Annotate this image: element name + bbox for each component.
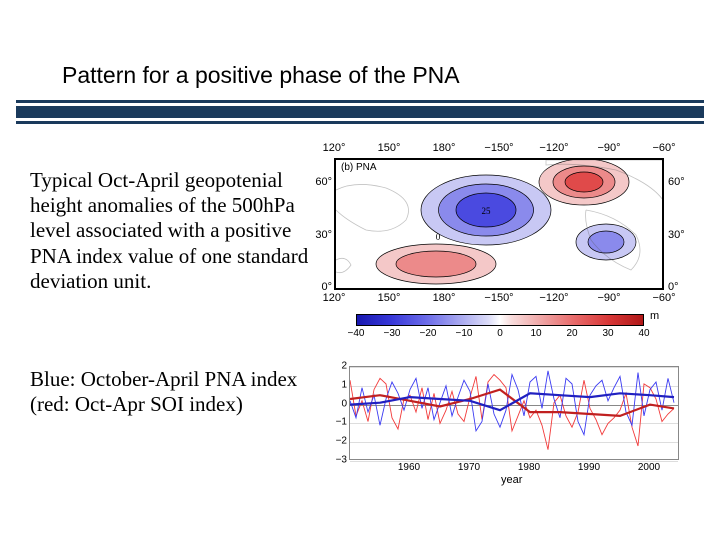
timeseries-panel (349, 366, 679, 460)
legend-paragraph: Blue: October-April PNA index (red: Oct-… (30, 367, 350, 417)
ts-ytick: −2 (331, 436, 347, 447)
colorbar (356, 314, 644, 326)
map-panel-label: (b) PNA (339, 162, 379, 173)
ts-xtick: 1990 (578, 462, 600, 473)
description-paragraph: Typical Oct-April geopotenial height ano… (30, 168, 310, 294)
map-coastlines (336, 160, 664, 290)
map-lat-tick: 30° (668, 229, 685, 241)
ts-xtick: 1960 (398, 462, 420, 473)
map-lon-tick: −90° (597, 292, 620, 304)
ts-xtick: 2000 (638, 462, 660, 473)
map-lon-tick: 180° (433, 142, 456, 154)
colorbar-tick: 20 (566, 328, 577, 339)
ts-xtick: 1970 (458, 462, 480, 473)
colorbar-tick: 0 (497, 328, 503, 339)
colorbar-tick: −20 (420, 328, 437, 339)
ts-ytick: −3 (331, 455, 347, 466)
map-lon-tick: 180° (433, 292, 456, 304)
map-lon-tick: −90° (597, 142, 620, 154)
colorbar-tick: −40 (348, 328, 365, 339)
colorbar-tick: 30 (602, 328, 613, 339)
map-lon-tick: 150° (378, 142, 401, 154)
map-lon-tick: 150° (378, 292, 401, 304)
title-rule-mid (16, 106, 704, 118)
timeseries-lines (350, 367, 680, 461)
ts-ytick: 0 (331, 398, 347, 409)
map-lat-tick: 30° (310, 229, 332, 241)
map-lon-tick: −60° (652, 292, 675, 304)
map-lon-tick: 120° (323, 142, 346, 154)
colorbar-unit: m (650, 310, 659, 322)
map-figure: 120° 150° 180° −150° −120° −90° −60° 120° 150° 1… (310, 140, 690, 360)
ts-ytick: 2 (331, 361, 347, 372)
map-lat-tick: 0° (668, 281, 679, 293)
ts-ytick: −1 (331, 417, 347, 428)
map-lon-tick: 120° (323, 292, 346, 304)
colorbar-tick: −10 (456, 328, 473, 339)
map-lon-tick: −60° (652, 142, 675, 154)
map-lat-tick: 0° (310, 281, 332, 293)
slide-title: Pattern for a positive phase of the PNA (62, 62, 460, 89)
colorbar-tick: −30 (384, 328, 401, 339)
map-lon-tick: −150° (484, 142, 513, 154)
map-lat-tick: 60° (310, 176, 332, 188)
map-lon-tick: −120° (539, 292, 568, 304)
legend-line-1: Blue: October-April PNA index (30, 367, 297, 391)
colorbar-tick: 40 (638, 328, 649, 339)
legend-line-2: (red: Oct-Apr SOI index) (30, 392, 243, 416)
map-lon-tick: −150° (484, 292, 513, 304)
map-panel: (b) PNA 250 (334, 158, 664, 290)
colorbar-tick: 10 (530, 328, 541, 339)
map-lat-tick: 60° (668, 176, 685, 188)
timeseries-figure: 2 1 0 −1 −2 −3 1960 1970 1980 1990 2000 year (321, 360, 701, 490)
map-lon-tick: −120° (539, 142, 568, 154)
ts-ytick: 1 (331, 379, 347, 390)
ts-xtick: 1980 (518, 462, 540, 473)
title-rule-bottom (16, 121, 704, 124)
title-rule-top (16, 100, 704, 103)
timeseries-xlabel: year (501, 474, 522, 486)
